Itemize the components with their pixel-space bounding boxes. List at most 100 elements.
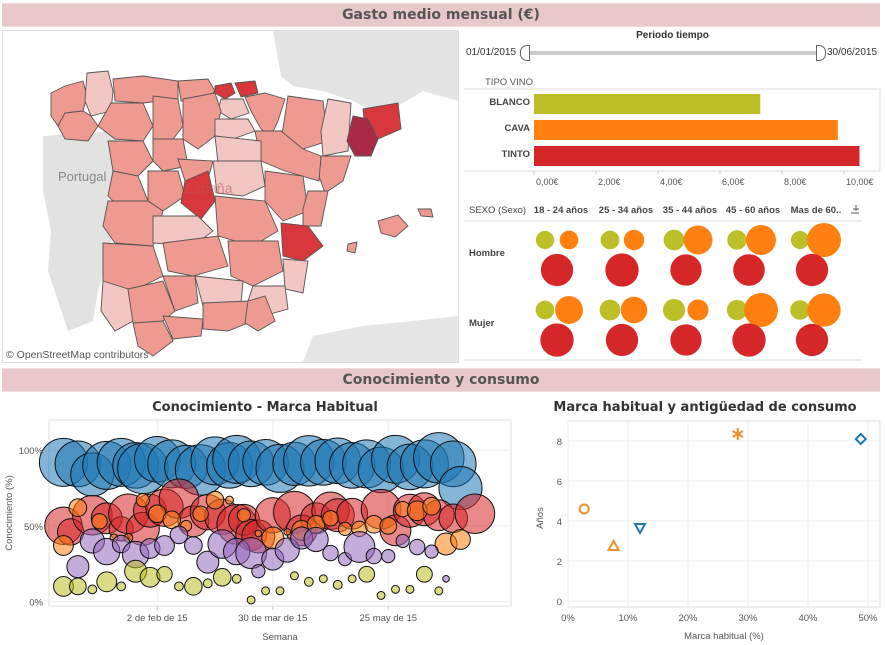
bubble-yellow[interactable] [184, 577, 203, 596]
bubble-orange[interactable] [254, 529, 263, 538]
bubble-cava[interactable] [807, 293, 841, 327]
bubble-yellow[interactable] [246, 595, 256, 605]
point-triangle-down[interactable] [633, 523, 647, 536]
province-cuenca[interactable] [214, 195, 279, 247]
bubble-purple[interactable] [395, 533, 410, 549]
province-avila[interactable] [147, 170, 186, 212]
province-ciudad-real[interactable] [162, 235, 229, 277]
bubble-tinto[interactable] [795, 253, 829, 287]
province-galicia-c[interactable] [57, 110, 99, 142]
bubble-purple[interactable] [381, 548, 396, 564]
province-gipuzkoa[interactable] [234, 80, 259, 98]
bubble-purple[interactable] [365, 547, 383, 565]
bubble-yellow[interactable] [415, 565, 433, 583]
bubble-purple[interactable] [154, 535, 175, 556]
province-guadalajara[interactable] [212, 160, 266, 197]
bubble-yellow[interactable] [318, 574, 328, 584]
bubble-blanco[interactable] [663, 229, 685, 251]
bubble-cava[interactable] [559, 230, 579, 250]
province-rioja[interactable] [214, 118, 256, 140]
bubble-purple[interactable] [424, 544, 439, 559]
bubble-yellow[interactable] [87, 584, 98, 595]
knowledge-bubble-chart[interactable]: 0% 50% 100% 2 de feb de 15 30 de mar de 15 25… [0, 415, 530, 645]
bubble-tinto[interactable] [540, 253, 574, 287]
bubble-blanco[interactable] [727, 230, 747, 250]
bubble-cava[interactable] [623, 229, 645, 251]
province-teruel[interactable] [264, 170, 309, 222]
bar-tinto[interactable] [534, 146, 860, 166]
province-valencia[interactable] [280, 222, 324, 262]
bar-cava[interactable] [534, 120, 838, 140]
bubble-orange[interactable] [68, 498, 88, 518]
bubble-yellow[interactable] [69, 577, 87, 596]
bubble-red[interactable] [454, 493, 496, 535]
bubble-blanco[interactable] [790, 230, 810, 250]
bubble-tinto[interactable] [732, 323, 766, 357]
bubble-yellow[interactable] [96, 571, 118, 593]
map-attribution[interactable]: © OpenStreetMap contributors [6, 349, 149, 361]
province-cadiz[interactable] [132, 320, 174, 357]
bubble-purple[interactable] [184, 536, 203, 555]
province-castellon[interactable] [302, 190, 329, 227]
province-badajoz[interactable] [102, 242, 164, 292]
bubble-yellow[interactable] [289, 571, 299, 581]
bubble-yellow[interactable] [116, 581, 127, 592]
province-menorca[interactable] [417, 208, 434, 218]
bubble-orange[interactable] [450, 529, 471, 550]
bubble-yellow[interactable] [212, 567, 232, 587]
brand-age-scatter[interactable]: 0 2 4 6 8 0% 10% 20% 30% 40% 50% Años Marca habitu… [530, 415, 885, 645]
point-circle[interactable] [578, 503, 590, 515]
bubble-tinto[interactable] [605, 253, 639, 287]
province-lleida[interactable] [320, 98, 352, 157]
bubble-yellow[interactable] [202, 578, 213, 589]
bubble-cava[interactable] [807, 223, 841, 257]
point-diamond[interactable] [854, 432, 868, 446]
province-cordoba[interactable] [162, 275, 199, 312]
province-tarragona[interactable] [318, 155, 352, 194]
bubble-orange[interactable] [135, 493, 150, 508]
bubble-tinto[interactable] [733, 254, 765, 286]
bubble-purple[interactable] [322, 544, 339, 562]
bubble-orange[interactable] [283, 528, 292, 536]
bubble-yellow[interactable] [347, 574, 357, 584]
bubble-purple[interactable] [442, 574, 450, 583]
province-palencia[interactable] [152, 95, 184, 147]
bubble-yellow[interactable] [332, 579, 343, 590]
bubble-tinto[interactable] [795, 323, 829, 357]
province-bizkaia[interactable] [214, 82, 236, 100]
bubble-blanco[interactable] [790, 300, 810, 320]
province-alicante[interactable] [282, 258, 309, 294]
bubble-orange[interactable] [322, 510, 339, 527]
bubble-cava[interactable] [555, 296, 583, 324]
bubble-purple[interactable] [408, 538, 426, 556]
spain-province-map[interactable]: Portugal España © OpenStreetMap contribu… [2, 30, 459, 363]
bubble-orange[interactable] [91, 513, 108, 530]
province-barcelona[interactable] [346, 115, 379, 157]
bubble-tinto[interactable] [540, 323, 574, 357]
province-malaga[interactable] [162, 315, 204, 340]
bubble-yellow[interactable] [376, 590, 386, 600]
bubble-blanco[interactable] [535, 300, 555, 320]
province-mallorca[interactable] [377, 214, 409, 238]
province-zaragoza[interactable] [254, 130, 322, 182]
bubble-purple[interactable] [251, 564, 266, 579]
bubble-blanco[interactable] [599, 299, 621, 321]
bubble-purple[interactable] [169, 525, 189, 545]
bubble-yellow[interactable] [275, 586, 285, 596]
bubble-yellow[interactable] [405, 584, 415, 594]
bubble-orange[interactable] [192, 505, 209, 522]
bubble-orange[interactable] [236, 508, 252, 523]
bubble-yellow[interactable] [156, 566, 173, 583]
province-huelva[interactable] [100, 280, 134, 332]
bubble-cava[interactable] [746, 225, 776, 255]
province-ibiza[interactable] [346, 241, 358, 254]
point-asterisk[interactable] [732, 428, 744, 440]
bubble-cava[interactable] [620, 296, 648, 324]
bubble-orange[interactable] [205, 490, 225, 510]
bubble-yellow[interactable] [358, 565, 376, 583]
bubble-cava[interactable] [683, 225, 713, 255]
province-navarra[interactable] [244, 92, 286, 137]
bubble-blanco[interactable] [535, 230, 555, 250]
province-almeria[interactable] [244, 295, 276, 332]
bubble-orange[interactable] [337, 521, 353, 536]
